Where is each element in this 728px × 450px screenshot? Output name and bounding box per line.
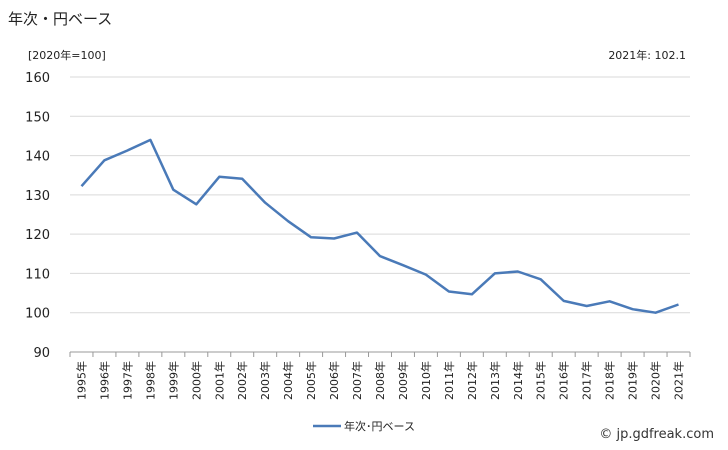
x-tick-label: 2018年: [603, 361, 617, 400]
x-tick-label: 1999年: [166, 361, 180, 400]
series-line: [80, 138, 679, 314]
x-tick-label: 2003年: [258, 361, 272, 400]
legend-label: 年次･円ベース: [344, 419, 415, 433]
latest-value-note: 2021年: 102.1: [608, 49, 686, 62]
x-tick-label: 2005年: [304, 361, 318, 400]
unit-label: [2020年=100]: [28, 49, 106, 62]
y-tick-label: 110: [25, 267, 50, 282]
x-axis: [69, 351, 691, 357]
x-tick-label: 2011年: [442, 361, 456, 400]
y-axis-ticks: 90 100 110 120 130 140 150 160: [25, 71, 50, 361]
x-tick-label: 2013年: [488, 361, 502, 400]
x-tick-label: 2006年: [327, 361, 341, 400]
gridlines: [70, 76, 690, 314]
x-tick-label: 2014年: [511, 361, 525, 400]
x-tick-label: 1998年: [143, 361, 157, 400]
x-tick-label: 2020年: [649, 361, 663, 400]
y-tick-label: 150: [25, 110, 50, 125]
x-tick-label: 2002年: [235, 361, 249, 400]
x-axis-ticks: 1995年 1996年 1997年 1998年 1999年 2000年 2001年 2002年…: [74, 361, 685, 400]
x-tick-label: 2017年: [580, 361, 594, 400]
y-tick-label: 130: [25, 189, 50, 204]
x-tick-label: 2012年: [465, 361, 479, 400]
x-tick-label: 2021年: [672, 361, 686, 400]
x-tick-label: 1996年: [97, 361, 111, 400]
y-tick-label: 90: [33, 346, 50, 361]
x-tick-label: 2004年: [281, 361, 295, 400]
chart-title: 年次・円ベース: [8, 10, 113, 28]
x-tick-label: 2009年: [396, 361, 410, 400]
y-tick-label: 120: [25, 228, 50, 243]
x-tick-label: 2019年: [626, 361, 640, 400]
source-credit: © jp.gdfreak.com: [599, 427, 714, 442]
x-tick-label: 2016年: [557, 361, 571, 400]
series-lines: [80, 138, 679, 314]
x-tick-label: 1997年: [120, 361, 134, 400]
x-tick-label: 2007年: [350, 361, 364, 400]
x-tick-label: 2008年: [373, 361, 387, 400]
x-tick-label: 2010年: [419, 361, 433, 400]
x-tick-label: 2001年: [212, 361, 226, 400]
y-tick-label: 100: [25, 307, 50, 322]
y-tick-label: 160: [25, 71, 50, 86]
y-tick-label: 140: [25, 150, 50, 165]
legend: 年次･円ベース: [313, 419, 415, 433]
x-tick-label: 2000年: [189, 361, 203, 400]
x-tick-label: 1995年: [74, 361, 88, 400]
x-tick-label: 2015年: [534, 361, 548, 400]
